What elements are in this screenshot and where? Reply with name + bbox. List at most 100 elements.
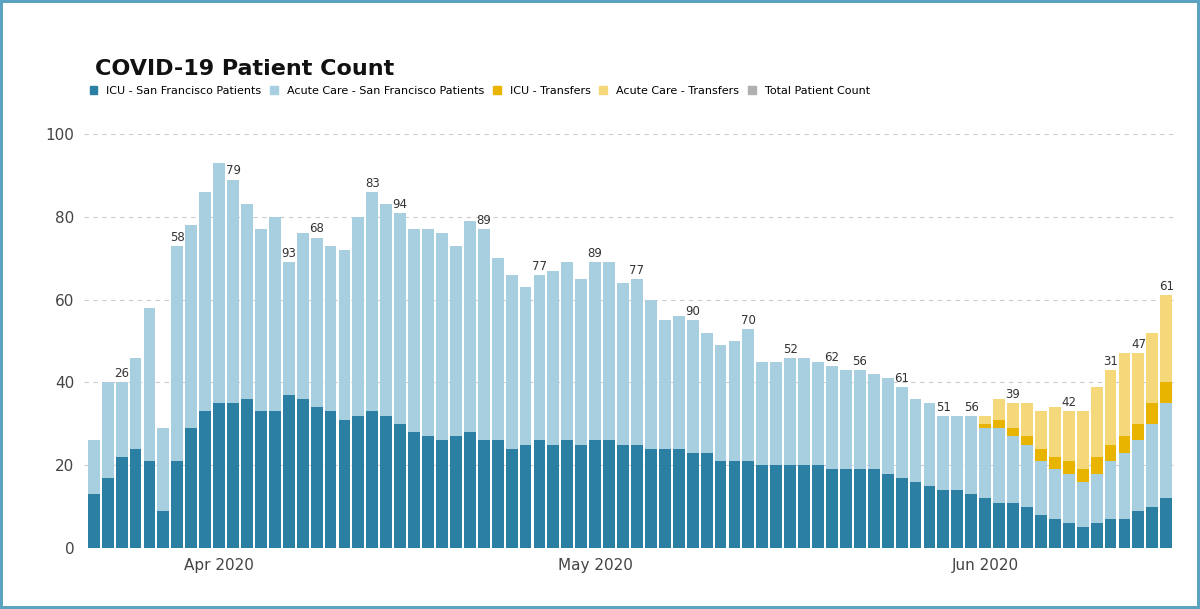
Bar	[1063, 461, 1075, 474]
Bar	[1007, 436, 1019, 502]
Bar	[296, 399, 308, 548]
Bar	[380, 205, 392, 415]
Bar	[547, 270, 559, 445]
Bar	[1146, 424, 1158, 507]
Bar	[283, 262, 295, 395]
Text: 70: 70	[740, 314, 756, 326]
Bar	[366, 192, 378, 412]
Bar	[172, 461, 184, 548]
Bar	[854, 470, 865, 548]
Bar	[1034, 412, 1046, 449]
Bar	[895, 477, 907, 548]
Bar	[617, 283, 629, 445]
Text: 26: 26	[114, 367, 130, 381]
Bar	[728, 341, 740, 461]
Bar	[1105, 445, 1116, 461]
Bar	[1133, 353, 1145, 424]
Text: 51: 51	[936, 401, 950, 414]
Bar	[1160, 498, 1172, 548]
Bar	[994, 502, 1006, 548]
Bar	[979, 424, 991, 428]
Bar	[965, 495, 977, 548]
Text: 31: 31	[1103, 355, 1118, 368]
Bar	[366, 412, 378, 548]
Bar	[478, 440, 490, 548]
Bar	[868, 374, 880, 470]
Text: 61: 61	[1159, 280, 1174, 294]
Bar	[673, 449, 685, 548]
Bar	[994, 420, 1006, 428]
Bar	[604, 440, 616, 548]
Bar	[937, 415, 949, 490]
Bar	[631, 445, 643, 548]
Bar	[1034, 515, 1046, 548]
Bar	[562, 440, 574, 548]
Bar	[464, 432, 475, 548]
Bar	[910, 399, 922, 482]
Bar	[715, 345, 726, 461]
Bar	[673, 316, 685, 449]
Bar	[785, 357, 796, 465]
Bar	[520, 445, 532, 548]
Text: 94: 94	[392, 197, 408, 211]
Text: 61: 61	[894, 371, 910, 384]
Bar	[199, 412, 211, 548]
Bar	[408, 432, 420, 548]
Text: 42: 42	[1061, 396, 1076, 409]
Bar	[115, 457, 127, 548]
Bar	[686, 453, 698, 548]
Bar	[743, 461, 755, 548]
Bar	[965, 415, 977, 495]
Text: 39: 39	[1006, 388, 1020, 401]
Bar	[157, 428, 169, 511]
Bar	[952, 490, 964, 548]
Bar	[1146, 333, 1158, 403]
Bar	[1049, 470, 1061, 519]
Bar	[895, 387, 907, 477]
Bar	[88, 440, 100, 495]
Bar	[115, 382, 127, 457]
Bar	[450, 436, 462, 548]
Bar	[785, 465, 796, 548]
Bar	[492, 258, 504, 440]
Bar	[701, 333, 713, 453]
Bar	[701, 453, 713, 548]
Bar	[840, 470, 852, 548]
Bar	[1021, 507, 1033, 548]
Bar	[1076, 412, 1088, 470]
Text: 89: 89	[476, 214, 491, 227]
Bar	[395, 213, 406, 424]
Bar	[994, 399, 1006, 420]
Text: COVID-19 Patient Count: COVID-19 Patient Count	[95, 60, 394, 79]
Bar	[644, 300, 656, 449]
Bar	[102, 477, 114, 548]
Text: 93: 93	[281, 247, 296, 260]
Text: 47: 47	[1130, 339, 1146, 351]
Bar	[436, 233, 448, 440]
Bar	[659, 449, 671, 548]
Text: 68: 68	[310, 222, 324, 236]
Bar	[214, 403, 226, 548]
Text: 62: 62	[824, 351, 840, 364]
Bar	[1021, 403, 1033, 436]
Text: 77: 77	[532, 259, 547, 273]
Legend: ICU - San Francisco Patients, Acute Care - San Francisco Patients, ICU - Transfe: ICU - San Francisco Patients, Acute Care…	[90, 86, 870, 96]
Bar	[464, 221, 475, 432]
Text: 77: 77	[630, 264, 644, 277]
Bar	[840, 370, 852, 470]
Bar	[952, 415, 964, 490]
Bar	[1133, 511, 1145, 548]
Bar	[1133, 440, 1145, 511]
Bar	[979, 415, 991, 424]
Bar	[604, 262, 616, 440]
Bar	[1146, 403, 1158, 424]
Bar	[338, 420, 350, 548]
Text: 83: 83	[365, 177, 379, 190]
Bar	[1063, 474, 1075, 523]
Bar	[756, 465, 768, 548]
Bar	[575, 279, 587, 445]
Bar	[1105, 370, 1116, 445]
Bar	[1091, 457, 1103, 474]
Bar	[868, 470, 880, 548]
Bar	[562, 262, 574, 440]
